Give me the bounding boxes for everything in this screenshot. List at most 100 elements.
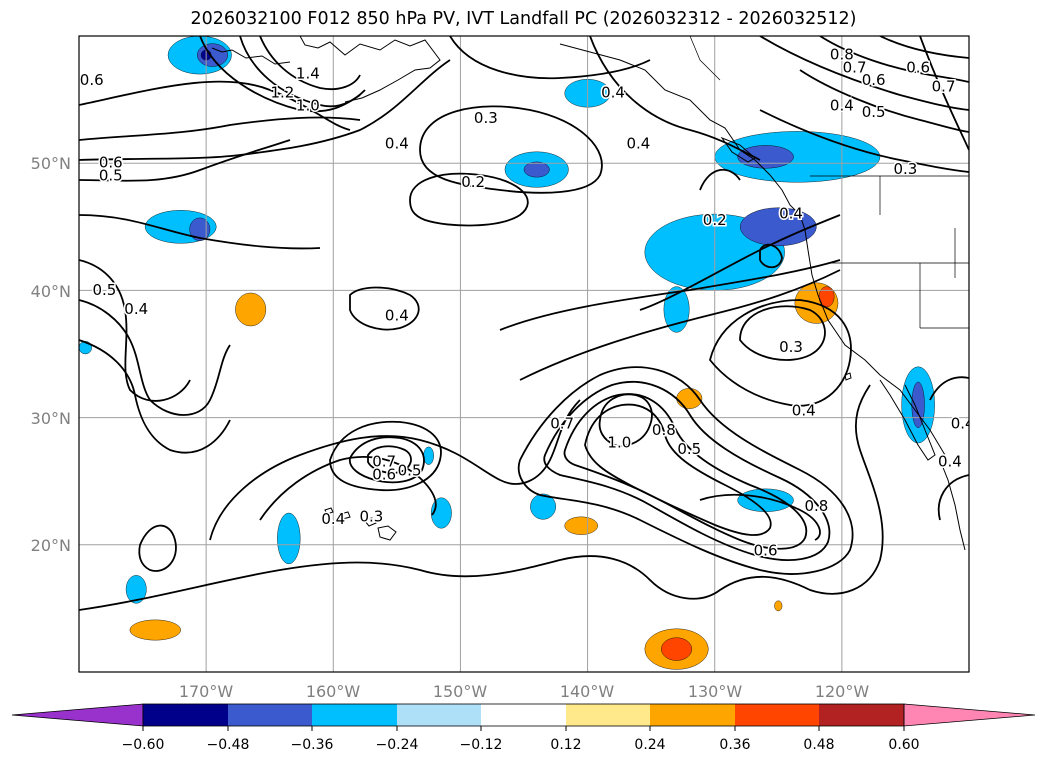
colorbar-tick-label: −0.12 — [460, 737, 503, 753]
map-background — [79, 36, 969, 672]
contour-label: 0.4 — [626, 135, 650, 153]
contour-label: 0.3 — [359, 507, 383, 525]
lat-label: 20°N — [31, 536, 71, 555]
contour-line — [759, 109, 969, 173]
contour-line — [759, 36, 969, 111]
contour-label: 0.8 — [652, 421, 676, 439]
map-frame — [78, 35, 970, 673]
lon-label: 170°W — [179, 682, 234, 701]
colorbar-bin — [143, 704, 228, 726]
contour-line — [259, 36, 361, 90]
contour-label: 0.4 — [792, 402, 816, 420]
canada-alaska-border — [689, 36, 721, 81]
contour-label: 0.4 — [938, 453, 962, 471]
lat-label: 50°N — [31, 154, 71, 173]
contour-line — [209, 399, 581, 541]
contour-label: 0.4 — [385, 306, 409, 324]
colorbar-tick-label: −0.60 — [122, 737, 165, 753]
colorbar-tick-label: 0.12 — [550, 737, 581, 753]
colorbar-tick-label: 0.48 — [803, 737, 834, 753]
contour-label: 0.7 — [843, 58, 867, 76]
contour-line — [367, 445, 412, 474]
contour-label: 0.5 — [862, 103, 886, 121]
colorbar-bin — [228, 704, 312, 726]
colorbar-tick-label: −0.36 — [291, 737, 334, 753]
pv-shaded-region — [739, 207, 817, 247]
lat-label: 40°N — [31, 282, 71, 301]
contour-line — [449, 36, 651, 80]
colorbar-tick-label: 0.60 — [888, 737, 919, 753]
lon-label: 160°W — [306, 682, 361, 701]
pv-shaded-region — [661, 637, 693, 661]
alaska-coast — [299, 36, 441, 103]
baja-california — [879, 379, 936, 461]
contour-label: 0.8 — [830, 46, 854, 64]
colorbar-extend-min — [11, 703, 144, 727]
contour-label: 0.4 — [321, 510, 345, 528]
colorbar-outline — [142, 703, 905, 727]
contour-line — [79, 80, 351, 131]
pv-shaded-region — [530, 493, 556, 520]
contour-label: 0.5 — [99, 166, 123, 184]
contour-label: 0.7 — [372, 453, 396, 471]
contour-label: 0.4 — [385, 135, 409, 153]
contour-label: 0.4 — [951, 414, 975, 432]
lon-label: 140°W — [560, 682, 615, 701]
lon-label: 120°W — [815, 682, 870, 701]
lon-label: 150°W — [433, 682, 488, 701]
lon-label: 130°W — [688, 682, 743, 701]
contour-label: 1.4 — [296, 65, 320, 83]
colorbar-tick-label: −0.48 — [207, 737, 250, 753]
contour-line — [79, 59, 451, 161]
contour-line — [239, 36, 366, 108]
contour-line — [584, 403, 772, 536]
contour-line — [519, 269, 841, 381]
contour-label: 0.5 — [398, 462, 422, 480]
pv-contours — [79, 36, 969, 611]
colorbar-tick-label: −0.24 — [376, 737, 419, 753]
contour-line — [348, 436, 425, 484]
pv-shaded-region — [277, 512, 301, 565]
contour-line — [79, 116, 361, 141]
pv-shaded-region — [774, 600, 783, 612]
pv-shaded-region — [523, 161, 550, 178]
aleutian-islands — [211, 47, 291, 65]
colorbar-bin — [481, 704, 566, 726]
axis-tick-labels: 170°W 160°W 150°W 140°W 130°W 120°W 50°N… — [31, 154, 870, 701]
pv-shaded-region — [235, 292, 267, 327]
contour-line — [819, 36, 969, 83]
contour-line — [329, 420, 442, 492]
colorbar-ticks — [142, 726, 905, 731]
contour-line — [79, 139, 291, 182]
contour-label: 0.2 — [461, 173, 485, 191]
lat-label: 30°N — [31, 409, 71, 428]
contour-label: 0.3 — [779, 338, 803, 356]
political-borders — [689, 36, 969, 329]
contour-line — [699, 168, 741, 191]
colorbar: −0.60 −0.48 −0.36 −0.24 −0.12 0.12 0.24 … — [11, 703, 1036, 753]
pv-shaded-region — [737, 145, 794, 169]
contour-labels: 0.6 1.41.21.00.40.30.4 0.40.60.5 0.20.2 0.40… — [79, 44, 975, 561]
contour-line — [699, 493, 821, 541]
pv-shaded-region — [189, 217, 211, 241]
colorbar-bin — [397, 704, 481, 726]
contour-line — [937, 474, 969, 521]
contour-line — [419, 105, 603, 194]
colorbar-bin — [819, 704, 904, 726]
contour-line — [517, 366, 854, 575]
contour-line — [259, 456, 437, 521]
contour-line — [499, 259, 841, 331]
colorbar-tick-label: 0.24 — [634, 737, 665, 753]
contour-label: 0.2 — [703, 211, 727, 229]
colorbar-extend-max — [903, 703, 1036, 727]
contour-label: 0.5 — [92, 281, 116, 299]
contour-line — [919, 36, 969, 151]
colorbar-bin — [650, 704, 735, 726]
contour-label: 0.5 — [677, 440, 701, 458]
gridlines — [79, 36, 969, 672]
contour-label: 0.7 — [550, 414, 574, 432]
contour-line — [543, 380, 831, 561]
contour-line — [79, 214, 321, 250]
pv-shaded-region — [129, 619, 181, 641]
